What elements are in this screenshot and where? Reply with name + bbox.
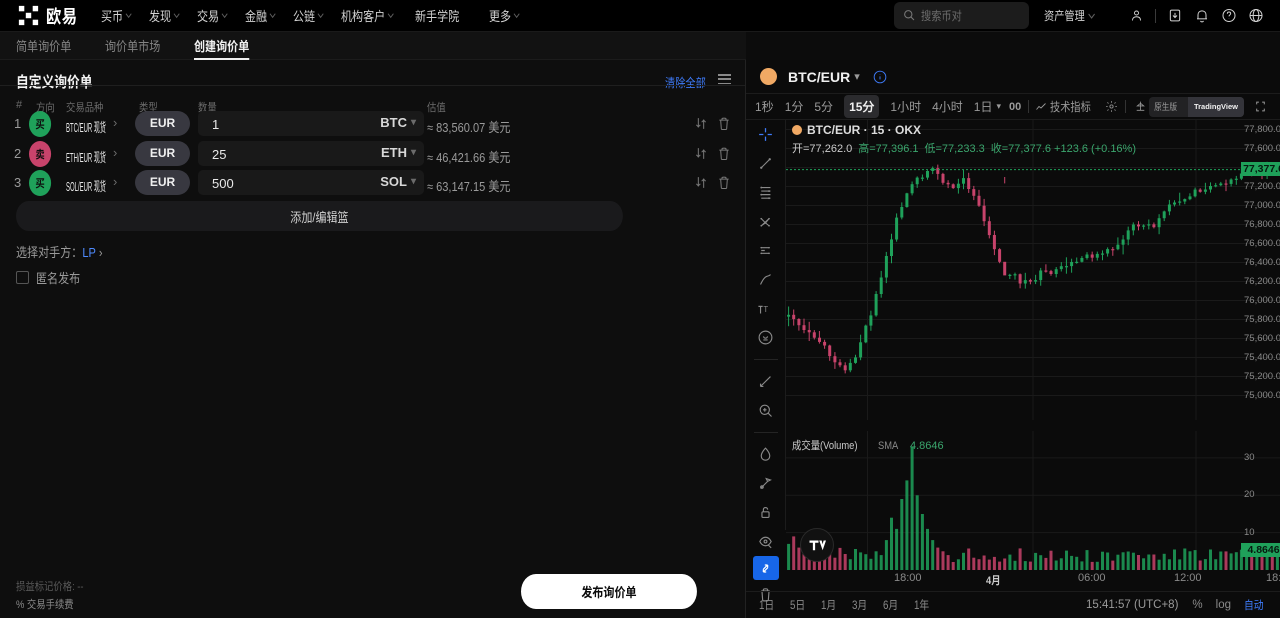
svg-text:T: T: [763, 305, 768, 314]
